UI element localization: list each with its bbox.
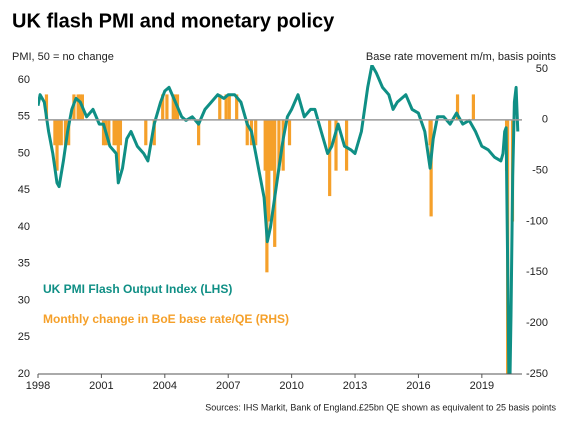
bar	[328, 119, 332, 197]
bar	[55, 119, 59, 171]
bar	[173, 94, 177, 120]
bar	[334, 119, 338, 171]
source-note: Sources: IHS Markit, Bank of England.£25…	[205, 402, 556, 412]
bar	[471, 94, 475, 120]
bar	[218, 94, 222, 120]
x-tick-label: 2007	[216, 380, 240, 392]
bar	[171, 94, 175, 120]
bar	[197, 119, 201, 146]
x-tick-label: 1998	[26, 380, 50, 392]
lines	[38, 65, 520, 374]
bar	[235, 94, 239, 120]
bar	[254, 119, 258, 146]
y2-tick-label: -100	[526, 215, 548, 227]
bar	[53, 119, 57, 146]
bar	[161, 94, 165, 120]
y2-tick-label: 0	[542, 114, 548, 126]
y-tick-label: 60	[18, 74, 30, 86]
bar	[245, 119, 249, 146]
bar	[116, 119, 120, 171]
y-tick-label: 45	[18, 184, 30, 196]
bar	[112, 119, 116, 146]
bar	[273, 119, 277, 247]
y-tick-label: 20	[18, 368, 30, 380]
legend-label: UK PMI Flash Output Index (LHS)	[43, 282, 232, 296]
bar	[101, 119, 106, 146]
bar	[268, 119, 273, 171]
y2-tick-label: -50	[532, 165, 548, 177]
bar	[114, 119, 118, 146]
x-tick-label: 2001	[89, 380, 113, 392]
bar	[63, 119, 68, 146]
x-tick-label: 2016	[406, 380, 430, 392]
y-tick-label: 55	[18, 111, 30, 123]
y-tick-label: 50	[18, 147, 30, 159]
line	[38, 65, 520, 374]
bar	[227, 94, 231, 120]
y-tick-label: 35	[18, 258, 30, 270]
bar	[455, 94, 460, 120]
bar	[267, 119, 271, 222]
y-tick-label: 40	[18, 221, 30, 233]
bar	[265, 119, 269, 273]
y2-tick-label: -200	[526, 317, 548, 329]
chart-title: UK flash PMI and monetary policy	[12, 10, 335, 32]
y-axis-label: PMI, 50 = no change	[12, 51, 114, 63]
bar	[271, 119, 275, 171]
y2-tick-label: -250	[526, 368, 548, 380]
bars	[44, 94, 515, 374]
bar	[263, 119, 267, 171]
bar	[118, 119, 123, 146]
y-tick-label: 30	[18, 294, 30, 306]
x-tick-label: 2004	[153, 380, 177, 392]
legend-label: Monthly change in BoE base rate/QE (RHS)	[43, 312, 289, 326]
y2-tick-label: -150	[526, 266, 548, 278]
x-tick-label: 2010	[279, 380, 303, 392]
bar	[76, 94, 80, 120]
bar	[107, 119, 111, 146]
bar	[344, 119, 349, 171]
bar	[144, 119, 148, 146]
bar	[57, 119, 61, 146]
bar	[59, 119, 63, 146]
y2-axis-label: Base rate movement m/m, basis points	[366, 51, 557, 63]
bar	[165, 94, 169, 120]
x-tick-label: 2013	[343, 380, 367, 392]
bar	[224, 94, 228, 120]
y2-tick-label: 50	[536, 63, 548, 75]
x-tick-label: 2019	[470, 380, 494, 392]
bar	[287, 119, 292, 146]
bar	[78, 94, 82, 120]
y-tick-label: 25	[18, 331, 30, 343]
bar	[277, 119, 281, 171]
